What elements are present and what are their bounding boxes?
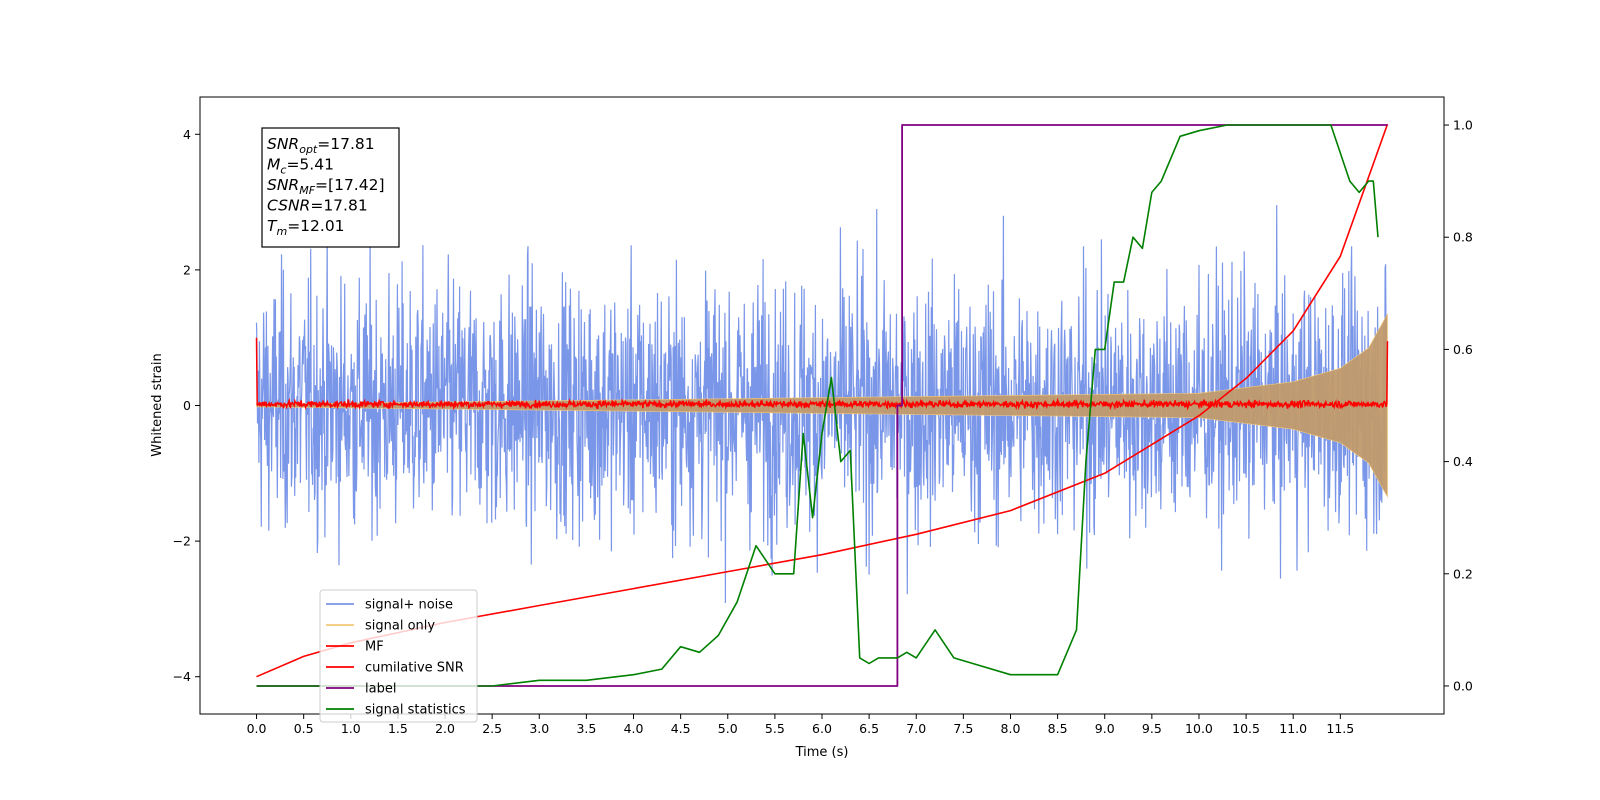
series-signal-noise: [255, 205, 1389, 604]
y2-tick-label: 0.8: [1453, 230, 1473, 245]
info-box-line: SNRopt=17.81: [267, 135, 375, 156]
y2-tick-label: 0.0: [1453, 678, 1473, 693]
series-mf: [255, 337, 1389, 411]
y2-tick-label: 1.0: [1453, 118, 1473, 133]
info-box: SNRopt=17.81Mc=5.41SNRMF=[17.42]CSNR=17.…: [261, 127, 400, 248]
x-tick-label: 2.5: [482, 721, 502, 736]
info-box-line: Mc=5.41: [267, 156, 334, 177]
x-tick-label: 3.5: [576, 721, 596, 736]
x-tick-label: 10.0: [1185, 721, 1213, 736]
info-box-line: CSNR=17.81: [267, 197, 368, 215]
x-tick-label: 6.5: [859, 721, 879, 736]
legend-label: signal statistics: [365, 703, 466, 718]
info-box-line: SNRMF=[17.42]: [267, 176, 385, 197]
x-tick-label: 5.5: [765, 721, 785, 736]
y-tick-label: 2: [183, 262, 191, 277]
x-axis-label: Time (s): [795, 745, 849, 760]
y-tick-label: −2: [173, 534, 191, 549]
y-tick-label: 4: [183, 127, 191, 142]
x-tick-label: 9.5: [1142, 721, 1162, 736]
info-box-line: Tm=12.01: [267, 217, 345, 238]
y-axis-label: Whitened strain: [150, 353, 165, 456]
x-tick-label: 4.5: [671, 721, 691, 736]
series-signal-only: [256, 312, 1388, 499]
x-tick-label: 11.5: [1326, 721, 1354, 736]
y-tick-label: −4: [173, 669, 191, 684]
legend: signal+ noise signal only MF cumilative SNR…: [319, 589, 478, 723]
info-box-frame: [261, 127, 400, 248]
legend-label: label: [365, 682, 396, 697]
x-tick-label: 0.0: [247, 721, 267, 736]
y-tick-label: 0: [183, 398, 191, 413]
x-axis: 0.0 0.5 1.0 1.5 2.0 2.5 3.0 3.5 4.0 4.5 5.0 5.5 6.0 6…: [247, 714, 1354, 736]
x-tick-label: 10.5: [1232, 721, 1260, 736]
x-tick-label: 11.0: [1279, 721, 1307, 736]
x-tick-label: 5.0: [718, 721, 738, 736]
x-tick-label: 6.0: [812, 721, 832, 736]
legend-label: signal only: [365, 619, 435, 634]
y-axis-right: 0.0 0.2 0.4 0.6 0.8 1.0: [1444, 118, 1473, 693]
series-label: [256, 124, 1388, 687]
legend-label: signal+ noise: [365, 598, 453, 613]
legend-label: cumilative SNR: [365, 661, 464, 676]
x-tick-label: 7.0: [906, 721, 926, 736]
y2-tick-label: 0.2: [1453, 566, 1473, 581]
y-axis-left: −4 −2 0 2 4: [173, 127, 200, 684]
x-tick-label: 0.5: [294, 721, 314, 736]
series-signal-statistics: [256, 124, 1379, 687]
x-tick-label: 9.0: [1095, 721, 1115, 736]
x-tick-label: 1.5: [388, 721, 408, 736]
x-tick-label: 8.5: [1048, 721, 1068, 736]
legend-frame: [319, 589, 478, 723]
legend-label: MF: [365, 640, 384, 655]
y2-tick-label: 0.6: [1453, 342, 1473, 357]
x-tick-label: 8.0: [1001, 721, 1021, 736]
y2-tick-label: 0.4: [1453, 454, 1473, 469]
x-tick-label: 7.5: [953, 721, 973, 736]
x-tick-label: 2.0: [435, 721, 455, 736]
x-tick-label: 1.0: [341, 721, 361, 736]
x-tick-label: 3.0: [529, 721, 549, 736]
x-tick-label: 4.0: [624, 721, 644, 736]
